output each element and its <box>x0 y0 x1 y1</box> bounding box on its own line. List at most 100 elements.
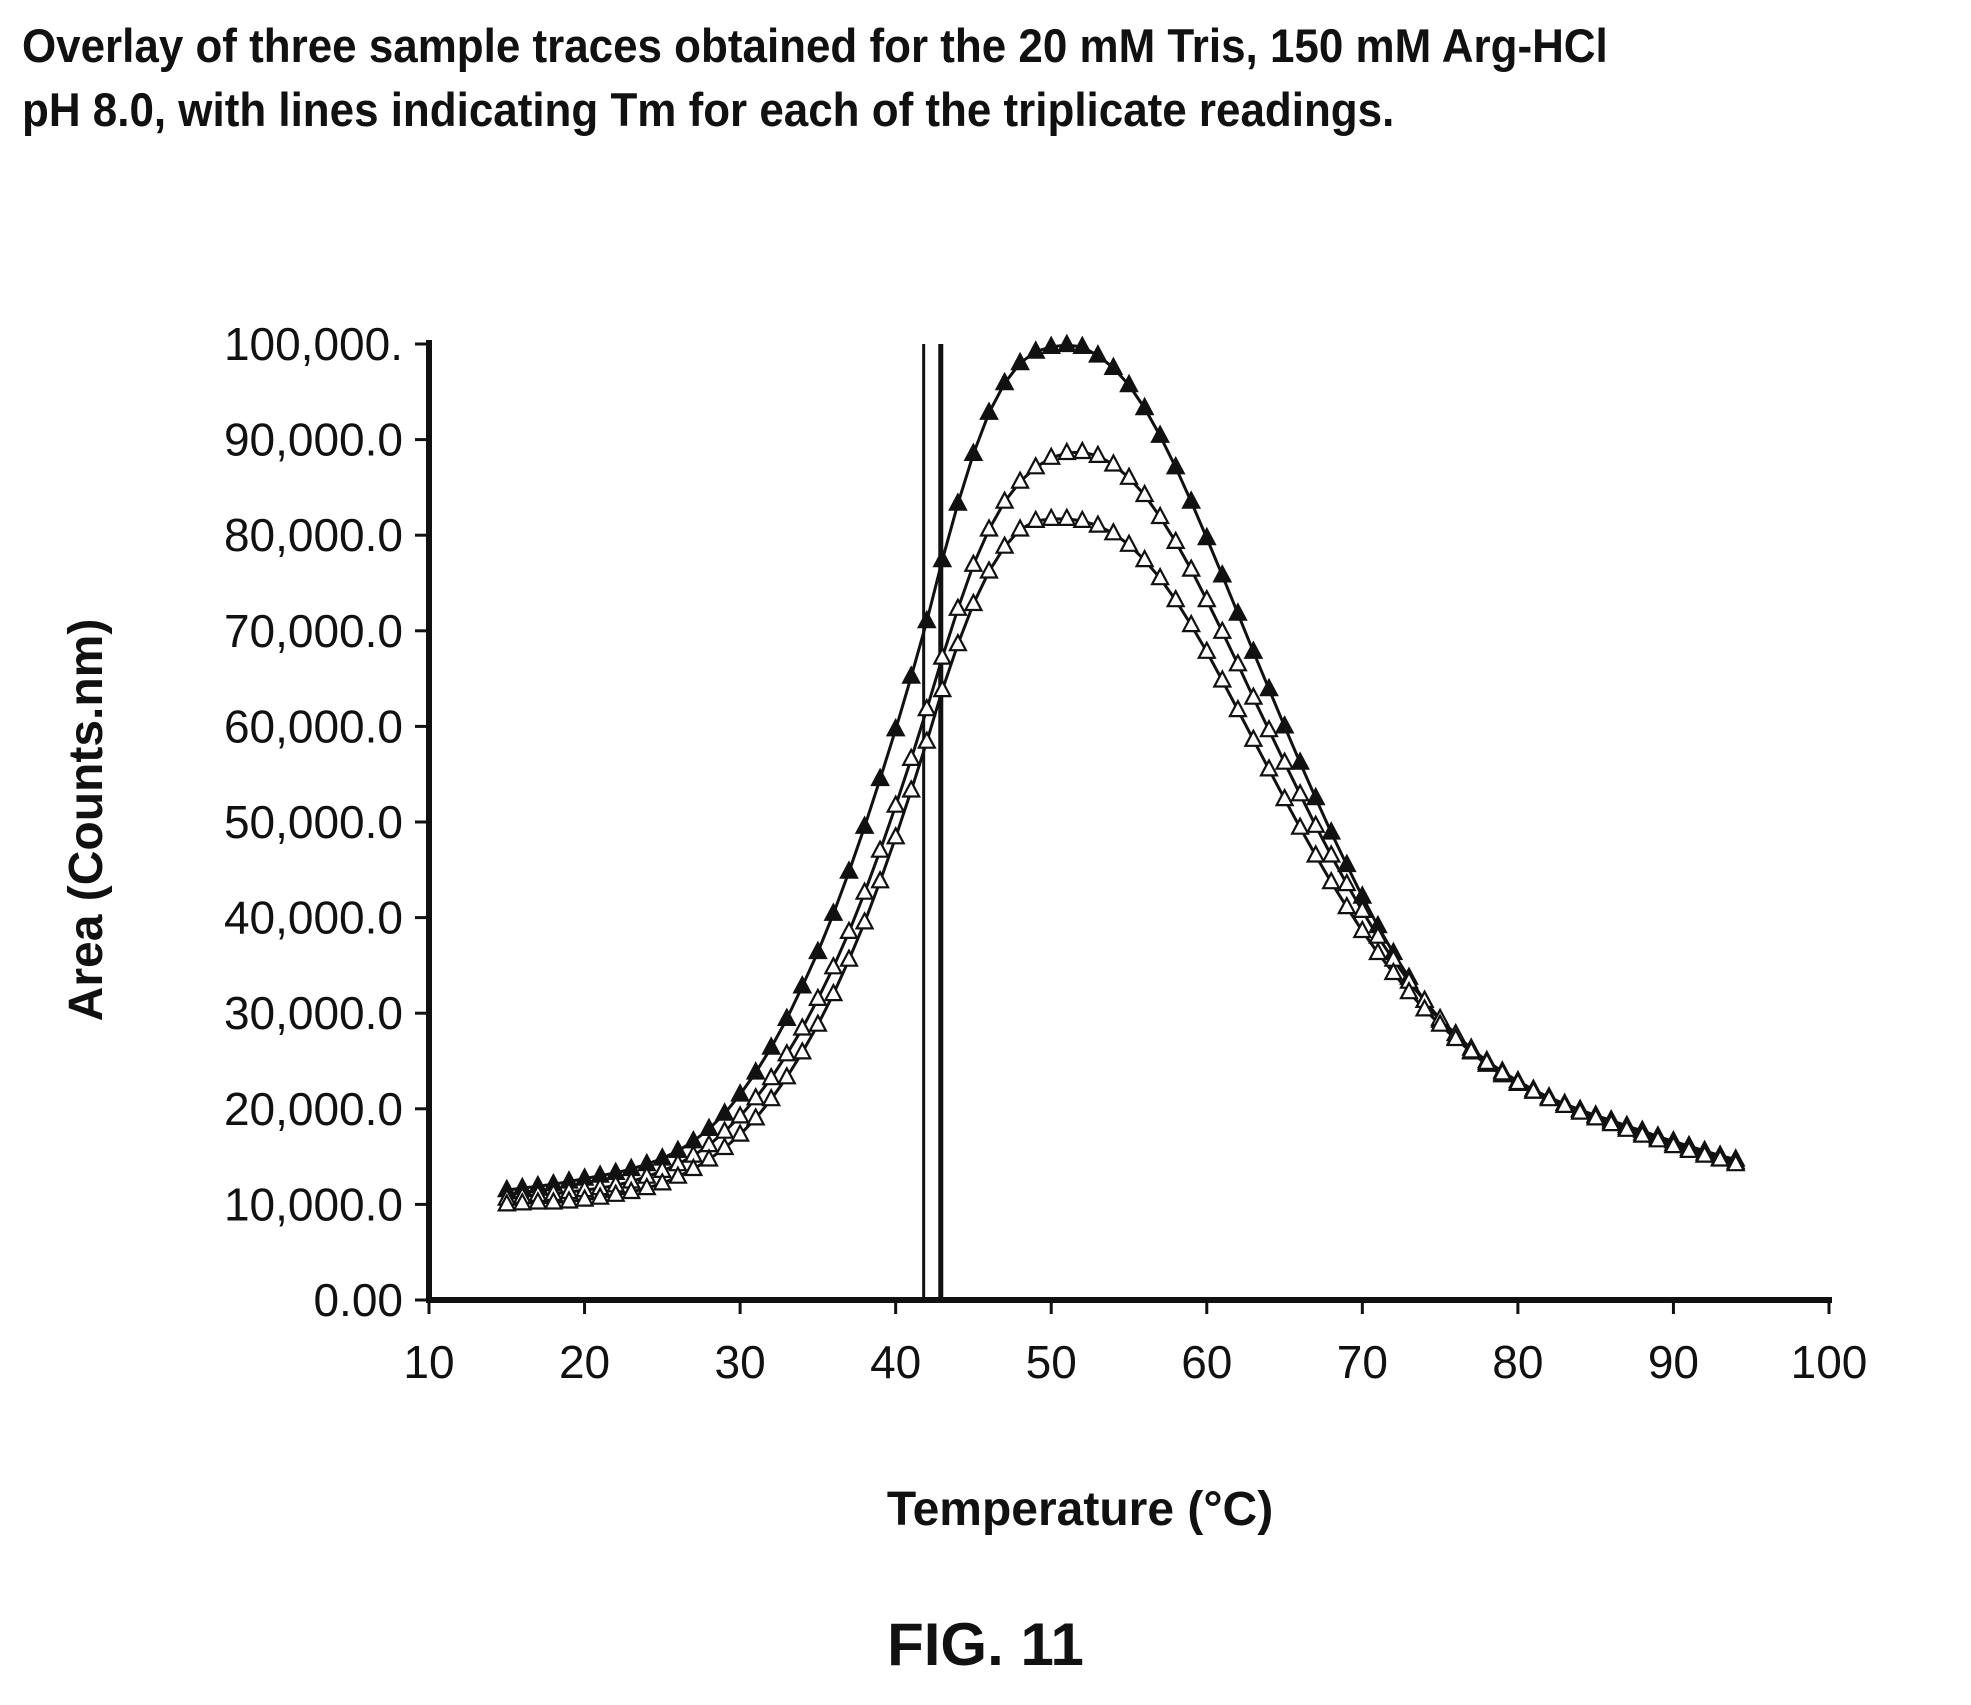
x-tick-label: 100 <box>1791 1336 1868 1388</box>
y-tick-label: 0.00 <box>313 1274 403 1326</box>
data-point <box>776 1007 797 1026</box>
data-point <box>1056 333 1077 353</box>
data-point <box>1041 335 1062 354</box>
x-ticks: 10 20 30 40 50 60 70 80 90 100 <box>403 1300 1867 1388</box>
data-point <box>916 697 937 717</box>
data-point <box>652 1172 673 1191</box>
data-point <box>979 401 999 420</box>
data-point <box>1305 786 1326 806</box>
data-point <box>714 1102 735 1121</box>
x-tick-label: 40 <box>870 1336 921 1388</box>
data-point <box>1259 718 1279 738</box>
data-point <box>1476 1051 1497 1070</box>
data-point <box>1305 814 1326 833</box>
y-tick-label: 50,000.0 <box>224 796 403 848</box>
data-point <box>1336 853 1357 873</box>
x-tick-label: 20 <box>559 1336 610 1388</box>
data-point <box>1399 980 1419 1000</box>
data-point <box>1025 455 1046 475</box>
data-point <box>994 490 1015 509</box>
title-line-1: Overlay of three sample traces obtained … <box>22 19 1608 72</box>
data-point <box>979 560 999 579</box>
data-point <box>590 1186 610 1205</box>
markers <box>496 333 1746 1212</box>
data-point <box>948 632 968 652</box>
x-tick-label: 10 <box>403 1336 454 1388</box>
title-line-2: pH 8.0, with lines indicating Tm for eac… <box>22 83 1395 136</box>
data-point <box>854 881 875 900</box>
data-point <box>776 1042 797 1062</box>
y-ticks: 0.00 10,000.0 20,000.0 30,000.0 40,000.0 50,0… <box>224 318 429 1326</box>
y-tick-label: 100,000. <box>224 318 403 370</box>
data-point <box>901 665 922 684</box>
data-point <box>854 911 875 930</box>
data-point <box>1274 787 1295 807</box>
data-point <box>1072 440 1093 460</box>
data-point <box>1228 652 1248 672</box>
tm-lines <box>922 344 944 1300</box>
data-point <box>823 982 844 1002</box>
data-point <box>792 1041 813 1060</box>
data-point <box>543 1191 564 1210</box>
data-point <box>1212 669 1233 688</box>
data-point <box>1290 782 1310 802</box>
data-point <box>1150 424 1170 443</box>
data-point <box>1228 602 1248 621</box>
data-point <box>1679 1139 1699 1158</box>
data-point <box>1632 1124 1653 1143</box>
data-point <box>1290 816 1310 835</box>
y-tick-label: 70,000.0 <box>224 605 403 657</box>
data-point <box>761 1087 782 1107</box>
plot-lines <box>506 343 1737 1206</box>
data-point <box>808 940 828 960</box>
y-tick-label: 90,000.0 <box>224 414 403 466</box>
data-point <box>1119 373 1139 393</box>
data-point <box>1336 872 1357 892</box>
x-axis-title: Temperature (°C) <box>887 1483 1273 1536</box>
data-point <box>1181 613 1202 633</box>
data-point <box>885 825 906 845</box>
data-point <box>1321 821 1342 840</box>
data-point <box>745 1107 766 1126</box>
data-point <box>512 1192 533 1211</box>
data-point <box>916 609 937 629</box>
data-point <box>1134 396 1155 416</box>
data-point <box>1539 1087 1559 1107</box>
series-line-2 <box>506 450 1737 1201</box>
chart-title: Overlay of three sample traces obtained … <box>22 14 1827 142</box>
data-point <box>1601 1112 1622 1132</box>
data-point <box>1072 335 1093 354</box>
data-point <box>823 902 844 921</box>
y-tick-label: 20,000.0 <box>224 1083 403 1135</box>
data-point <box>885 717 906 737</box>
data-point <box>1305 844 1326 863</box>
data-point <box>808 987 828 1006</box>
data-point <box>1212 564 1233 583</box>
y-tick-label: 80,000.0 <box>224 509 403 561</box>
data-point <box>901 747 922 766</box>
data-point <box>979 518 999 537</box>
x-tick-label: 50 <box>1026 1336 1077 1388</box>
data-point <box>1025 340 1046 359</box>
data-point <box>714 1136 735 1156</box>
data-point <box>1274 751 1295 770</box>
data-point <box>1165 530 1186 549</box>
data-point <box>1088 514 1108 533</box>
data-point <box>1383 961 1404 981</box>
data-point <box>1259 758 1279 777</box>
data-point <box>1725 1152 1746 1172</box>
data-point <box>1710 1148 1730 1167</box>
data-point <box>963 592 984 612</box>
data-point <box>839 920 859 939</box>
y-tick-label: 60,000.0 <box>224 700 403 752</box>
data-point <box>870 767 890 787</box>
data-point <box>1616 1118 1637 1137</box>
data-point <box>745 1086 766 1106</box>
data-point <box>559 1190 579 1209</box>
data-point <box>1196 640 1217 659</box>
data-point <box>1228 698 1248 718</box>
data-point <box>948 492 968 511</box>
data-point <box>948 597 968 616</box>
data-point <box>1056 507 1077 526</box>
